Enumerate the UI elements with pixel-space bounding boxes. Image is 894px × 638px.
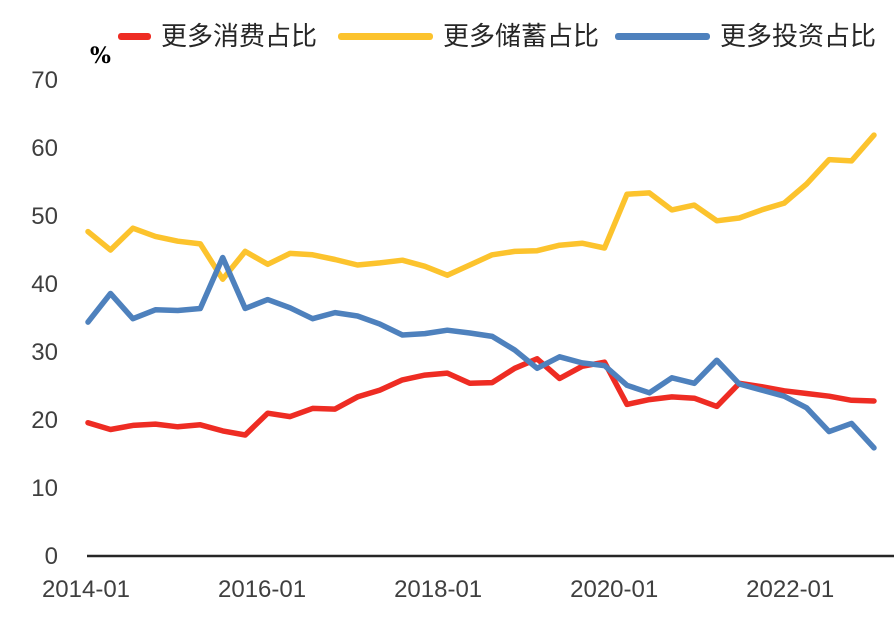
y-axis-tick-label: 70 [31, 67, 58, 94]
chart-legend: 更多消费占比 更多储蓄占比 更多投资占比 [0, 20, 894, 54]
y-axis-tick-label: 0 [45, 543, 58, 570]
x-axis-tick-label: 2022-01 [746, 576, 834, 603]
y-axis-tick-label: 50 [31, 203, 58, 230]
x-axis-tick-label: 2014-01 [42, 576, 130, 603]
savings-line [85, 132, 877, 282]
y-axis-tick-label: 30 [31, 339, 58, 366]
legend-label-savings: 更多储蓄占比 [443, 21, 600, 51]
consumption-line-swatch [118, 32, 151, 40]
y-axis-tick-label: 20 [31, 407, 58, 434]
y-axis-tick-label: 40 [31, 271, 58, 298]
x-axis: 2014-01 2016-01 2018-01 2020-01 2022-01 [42, 576, 834, 603]
x-axis-tick-label: 2018-01 [394, 576, 482, 603]
consumption-line [85, 356, 877, 438]
x-axis-tick-label: 2020-01 [570, 576, 658, 603]
x-axis-tick-label: 2016-01 [218, 576, 306, 603]
y-axis-tick-label: 60 [31, 135, 58, 162]
legend-item-consumption: 更多消费占比 [118, 20, 317, 52]
series-lines [85, 132, 877, 451]
y-axis-tick-label: 10 [31, 475, 58, 502]
y-axis: 0 10 20 30 40 50 60 70% [31, 43, 111, 570]
legend-item-savings: 更多储蓄占比 [338, 20, 599, 52]
investment-line-swatch [615, 32, 710, 40]
y-axis-unit-label: % [90, 43, 111, 69]
investment-line [85, 254, 877, 451]
savings-line-swatch [338, 32, 433, 40]
legend-item-investment: 更多投资占比 [615, 20, 876, 52]
legend-label-investment: 更多投资占比 [720, 21, 877, 51]
legend-label-consumption: 更多消费占比 [161, 21, 318, 51]
